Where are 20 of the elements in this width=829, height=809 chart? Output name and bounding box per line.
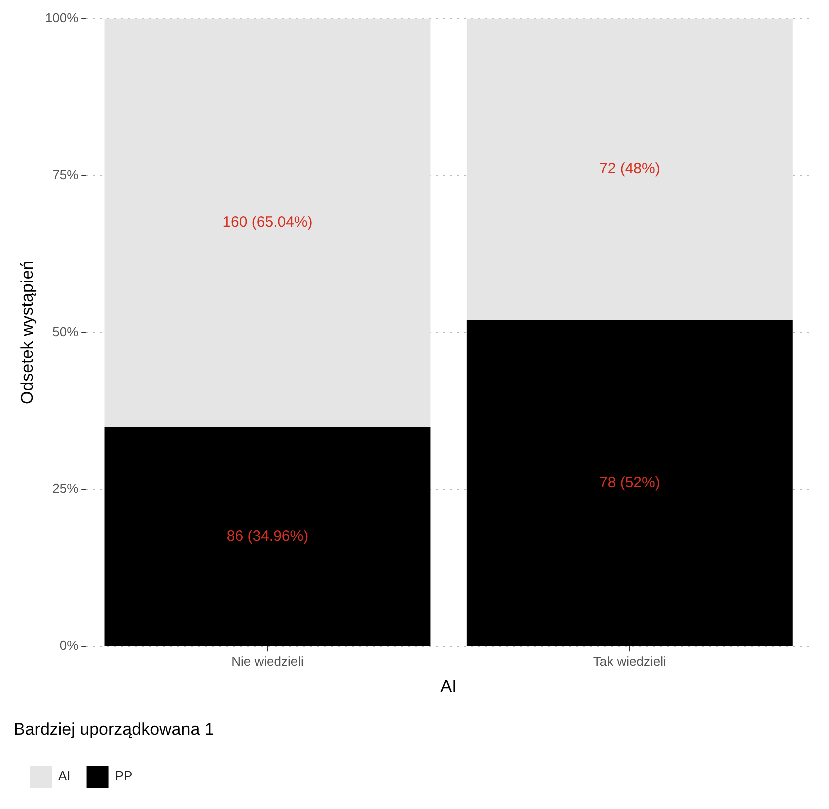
legend-label: AI	[58, 768, 71, 784]
y-tick-label: 0%	[60, 638, 80, 654]
legend-label: PP	[115, 768, 133, 784]
data-label: 160 (65.04%)	[222, 214, 313, 232]
x-tick-label: Tak wiedzieli	[593, 654, 667, 669]
bar	[104, 18, 431, 428]
legend-title: Bardziej uporządkowana 1	[14, 720, 214, 739]
bar	[104, 427, 431, 646]
x-axis-title: AI	[440, 677, 457, 696]
bar	[466, 320, 793, 646]
y-tick-label: 25%	[52, 481, 80, 496]
data-label: 78 (52%)	[599, 474, 660, 492]
data-label: 72 (48%)	[599, 160, 660, 178]
x-tick-label: Nie wiedzieli	[232, 654, 304, 669]
bar	[466, 18, 793, 320]
y-tick-label: 75%	[52, 167, 80, 182]
data-label: 86 (34.96%)	[226, 528, 309, 545]
y-axis-title: Odsetek wystąpień	[18, 260, 37, 405]
y-tick-label: 100%	[45, 10, 80, 26]
y-tick-label: 50%	[52, 324, 80, 340]
